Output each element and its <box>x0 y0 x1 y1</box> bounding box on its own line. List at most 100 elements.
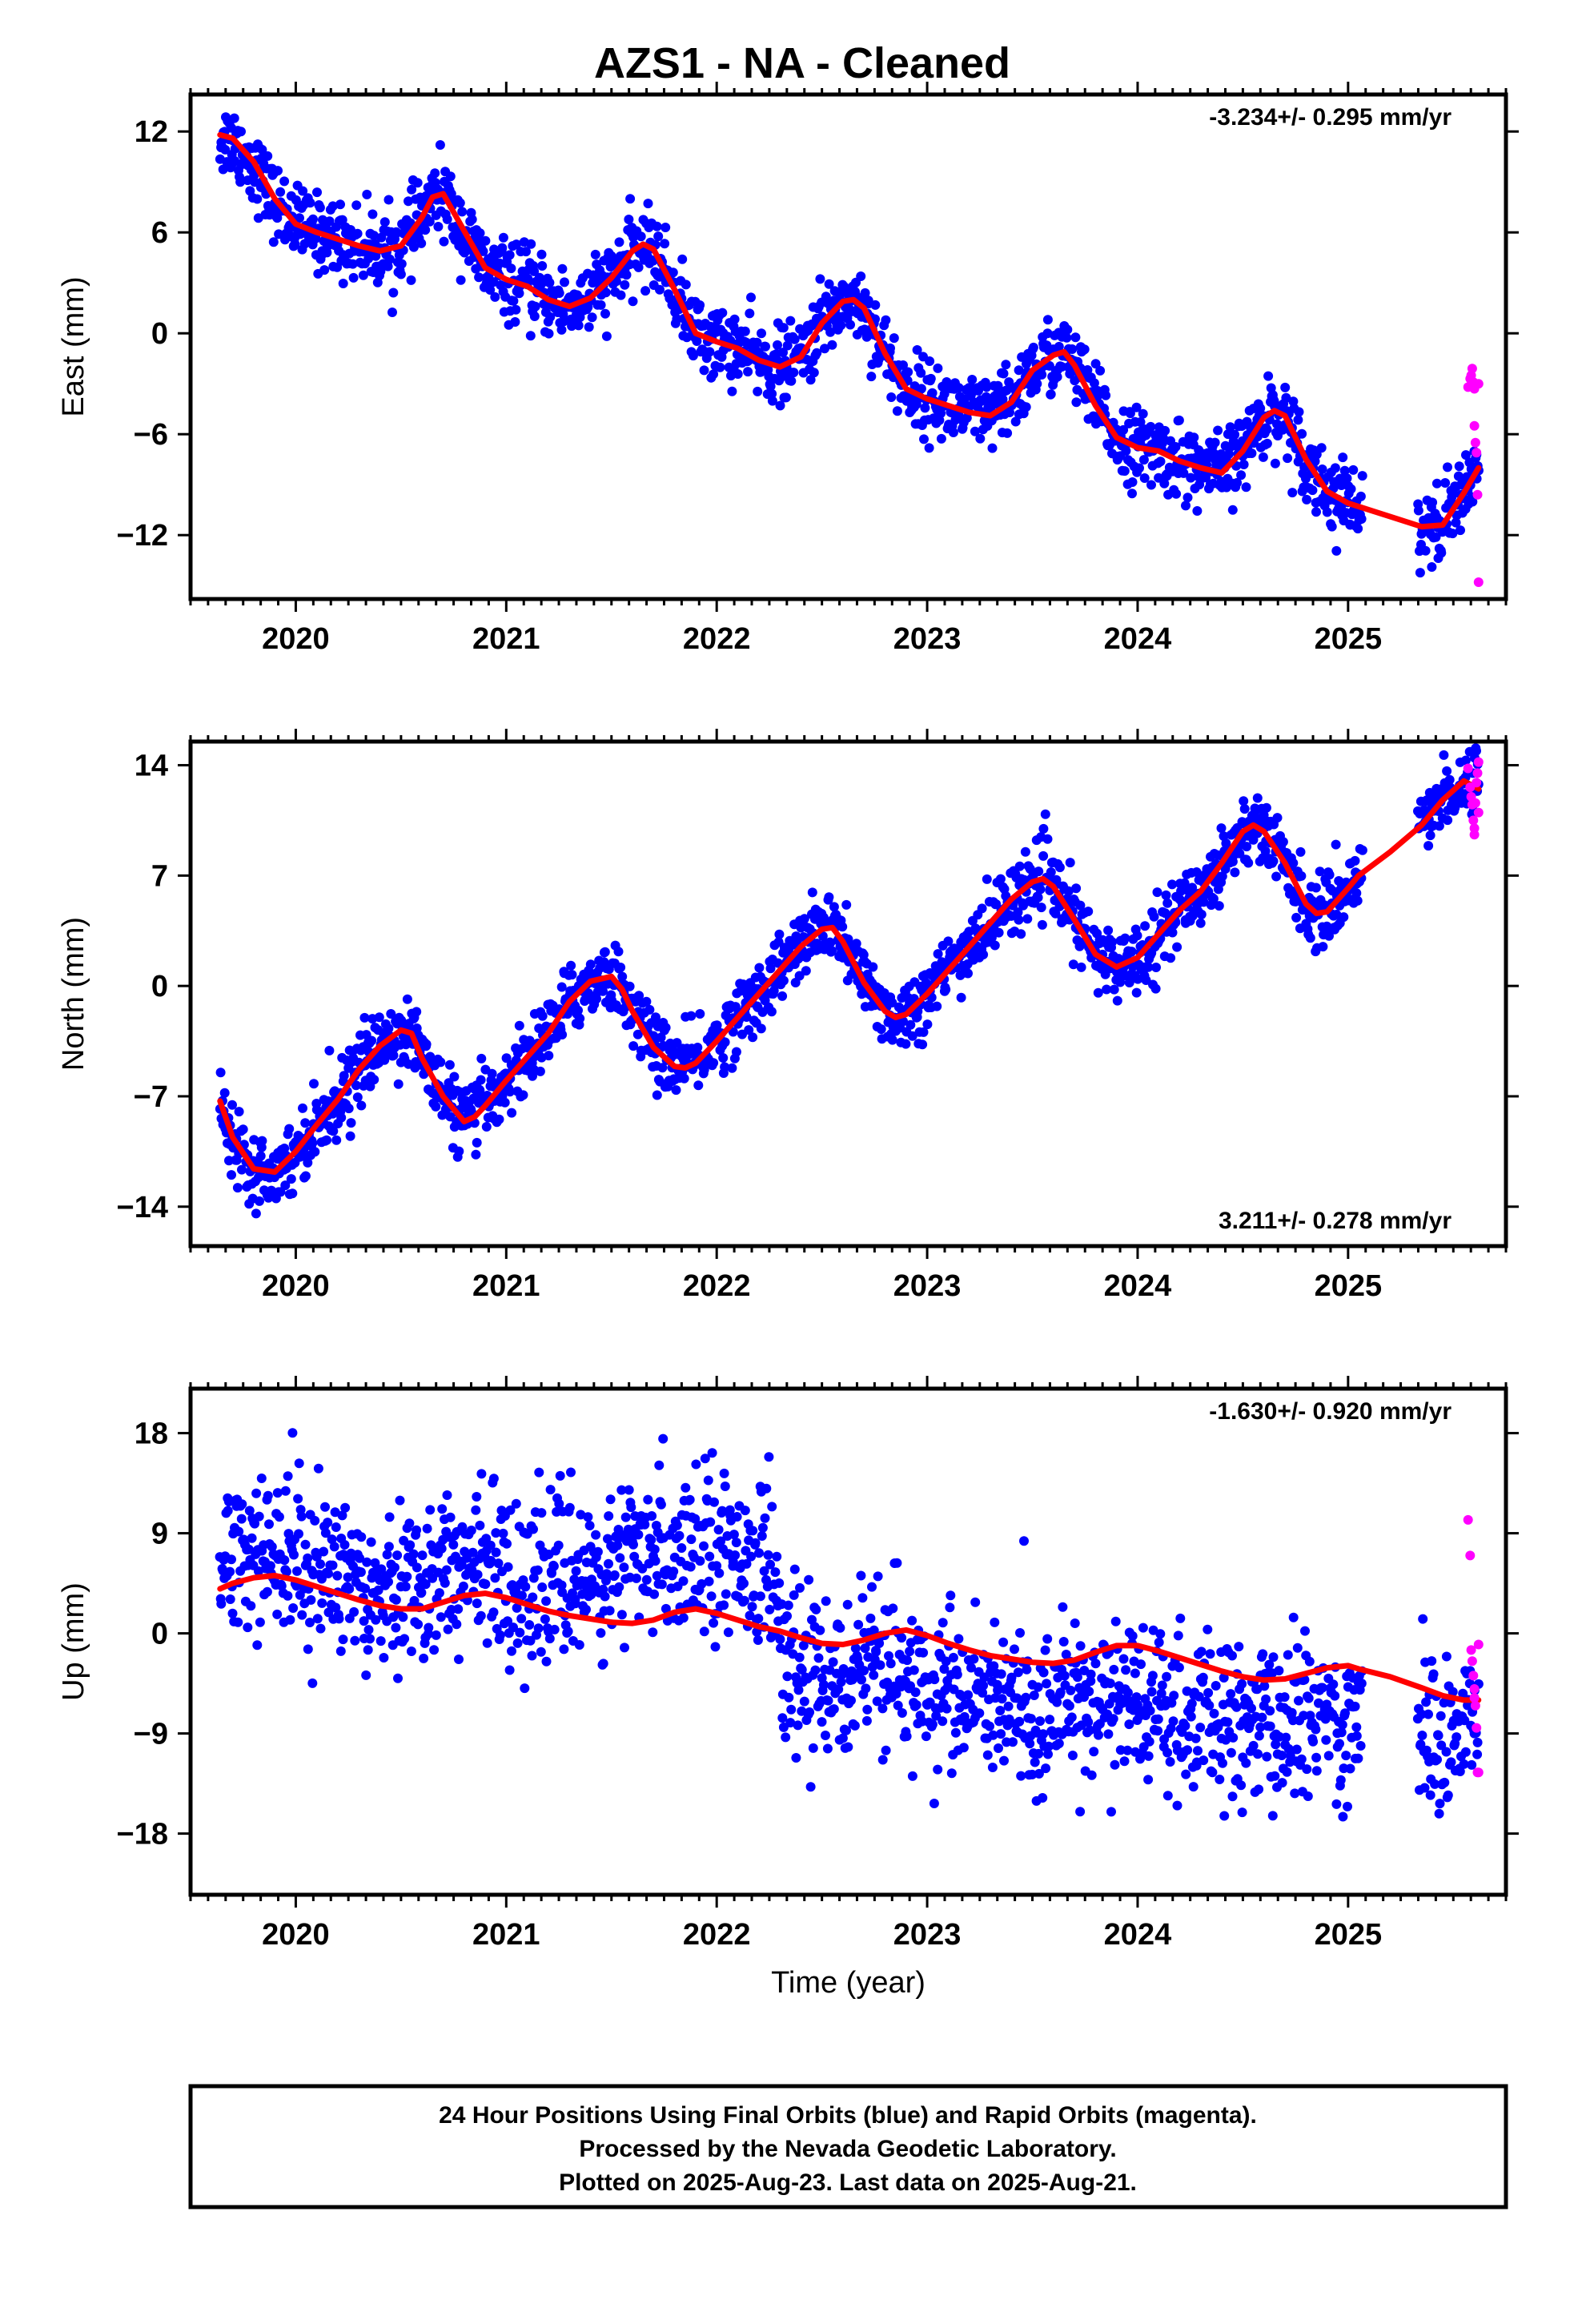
north-final-point <box>727 1063 737 1073</box>
east-final-point <box>836 320 846 331</box>
up-final-point <box>740 1506 750 1516</box>
north-final-point <box>1037 919 1047 930</box>
east-rapid-point <box>1472 448 1482 458</box>
up-final-point <box>293 1494 303 1504</box>
up-final-point <box>1172 1800 1182 1811</box>
up-final-point <box>361 1670 371 1680</box>
up-final-point <box>315 1559 325 1570</box>
east-final-point <box>987 443 998 453</box>
up-final-point <box>828 1657 838 1667</box>
up-final-point <box>255 1617 265 1627</box>
north-final-point <box>695 1009 705 1019</box>
up-final-point <box>300 1539 311 1550</box>
east-final-point <box>1283 453 1293 464</box>
up-final-point <box>729 1530 739 1540</box>
east-final-point <box>1468 497 1478 507</box>
up-final-point <box>946 1590 956 1601</box>
north-rate-label: 3.211+/- 0.278 mm/yr <box>1219 1208 1452 1234</box>
up-final-point <box>875 1660 885 1671</box>
up-final-point <box>1045 1715 1055 1725</box>
up-final-point <box>1075 1807 1086 1817</box>
up-final-point <box>406 1647 416 1656</box>
up-final-point <box>861 1683 871 1694</box>
north-final-point <box>481 1122 492 1132</box>
north-final-point <box>1195 918 1206 928</box>
up-final-point <box>303 1553 313 1563</box>
up-final-point <box>425 1505 436 1515</box>
up-final-point <box>842 1599 853 1610</box>
east-final-point <box>523 274 533 284</box>
north-final-point <box>352 1092 363 1103</box>
up-final-point <box>233 1617 243 1627</box>
east-final-point <box>558 309 568 320</box>
east-final-point <box>870 300 881 310</box>
north-model-line <box>217 778 1482 1175</box>
up-final-point <box>747 1602 757 1612</box>
up-final-point <box>1146 1687 1157 1697</box>
up-final-point <box>624 1485 634 1495</box>
east-final-point <box>257 144 267 155</box>
north-final-point <box>1239 796 1249 806</box>
up-final-point <box>741 1558 752 1569</box>
up-final-point <box>678 1613 689 1623</box>
up-final-point <box>730 1550 741 1560</box>
up-final-point <box>764 1452 774 1462</box>
east-final-point <box>235 177 246 187</box>
up-final-point <box>1070 1618 1080 1628</box>
up-final-point <box>416 1587 427 1598</box>
up-final-point <box>867 1582 877 1592</box>
up-final-point <box>793 1720 803 1731</box>
up-final-point <box>400 1634 410 1644</box>
east-final-point <box>898 360 908 370</box>
east-final-point <box>1461 450 1471 460</box>
up-final-point <box>225 1594 235 1604</box>
east-final-point <box>1280 382 1291 392</box>
up-final-point <box>1143 1775 1154 1785</box>
up-final-point <box>1207 1767 1218 1778</box>
east-final-point <box>273 166 283 176</box>
north-final-point <box>901 1039 911 1049</box>
north-final-point <box>300 1118 311 1128</box>
north-final-point <box>556 982 567 992</box>
up-final-point <box>285 1614 295 1625</box>
east-final-point <box>560 277 569 287</box>
up-final-point <box>1022 1664 1032 1675</box>
east-final-point <box>1227 505 1238 515</box>
east-rapid-point <box>1472 489 1483 500</box>
east-final-point <box>920 403 930 413</box>
north-final-point <box>778 975 789 986</box>
east-rapid-point <box>1470 437 1480 448</box>
up-final-point <box>391 1622 401 1633</box>
up-final-point <box>717 1506 727 1516</box>
east-final-point <box>775 400 785 411</box>
north-x-tick-label: 2025 <box>1315 1269 1383 1303</box>
up-final-point <box>1008 1737 1018 1747</box>
up-final-point <box>719 1468 729 1478</box>
east-frame <box>188 92 1508 601</box>
up-final-point <box>909 1665 919 1675</box>
east-final-point <box>1338 452 1348 463</box>
east-final-point <box>584 322 594 332</box>
east-final-point <box>1447 529 1458 539</box>
north-final-point <box>535 1066 545 1076</box>
north-final-point <box>238 1124 248 1135</box>
up-final-point <box>859 1666 869 1676</box>
up-final-point <box>938 1618 948 1628</box>
north-final-point <box>1140 921 1150 931</box>
north-final-point <box>922 1019 933 1030</box>
north-final-point <box>1014 915 1024 925</box>
up-final-point <box>1064 1701 1074 1711</box>
north-final-point <box>1472 746 1481 756</box>
north-rapid-point <box>1473 757 1484 767</box>
up-final-point <box>821 1596 831 1606</box>
north-final-point <box>393 1079 404 1089</box>
east-final-point <box>1443 462 1452 472</box>
up-final-point <box>658 1433 669 1444</box>
up-final-point <box>691 1459 701 1470</box>
east-final-point <box>1230 429 1240 440</box>
north-final-point <box>402 994 412 1004</box>
north-final-point <box>359 1012 370 1023</box>
up-final-point <box>331 1522 341 1532</box>
up-final-point <box>929 1799 939 1808</box>
up-final-point <box>482 1638 492 1648</box>
